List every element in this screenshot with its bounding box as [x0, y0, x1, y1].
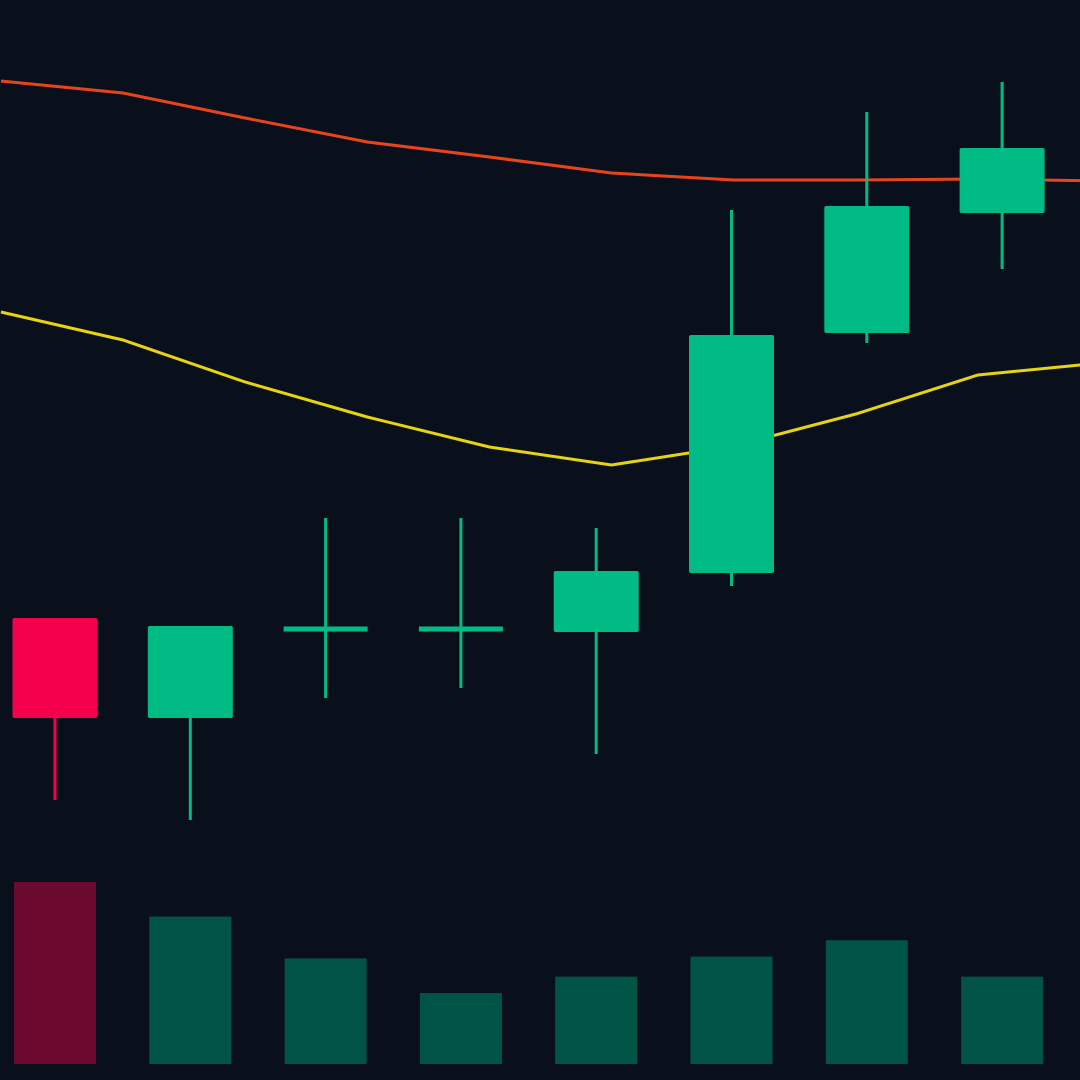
candles	[12, 82, 1045, 820]
candle	[959, 82, 1045, 269]
candle	[418, 518, 503, 688]
volume-bar	[419, 993, 502, 1064]
candle-body	[689, 335, 774, 573]
moving-average-lines	[0, 79, 1080, 467]
candle-body	[824, 206, 910, 333]
candle-body	[959, 148, 1045, 213]
candle-body	[12, 618, 98, 718]
volume-bar	[555, 976, 638, 1064]
candle-body	[553, 571, 639, 632]
ma-slow-line	[0, 79, 1080, 183]
candle	[147, 626, 233, 820]
volume-bar	[14, 882, 96, 1064]
volume-bar	[825, 940, 908, 1064]
candle	[553, 528, 639, 754]
volume-bar	[961, 976, 1044, 1064]
candle	[824, 112, 910, 343]
ma-fast-line	[0, 310, 1080, 467]
candle	[12, 618, 98, 800]
candle	[283, 518, 368, 698]
volume-bars	[14, 882, 1044, 1064]
volume-bar	[284, 958, 367, 1064]
candle-body	[147, 626, 233, 718]
volume-bar	[690, 956, 773, 1064]
candle	[689, 210, 774, 586]
volume-bar	[149, 916, 232, 1064]
